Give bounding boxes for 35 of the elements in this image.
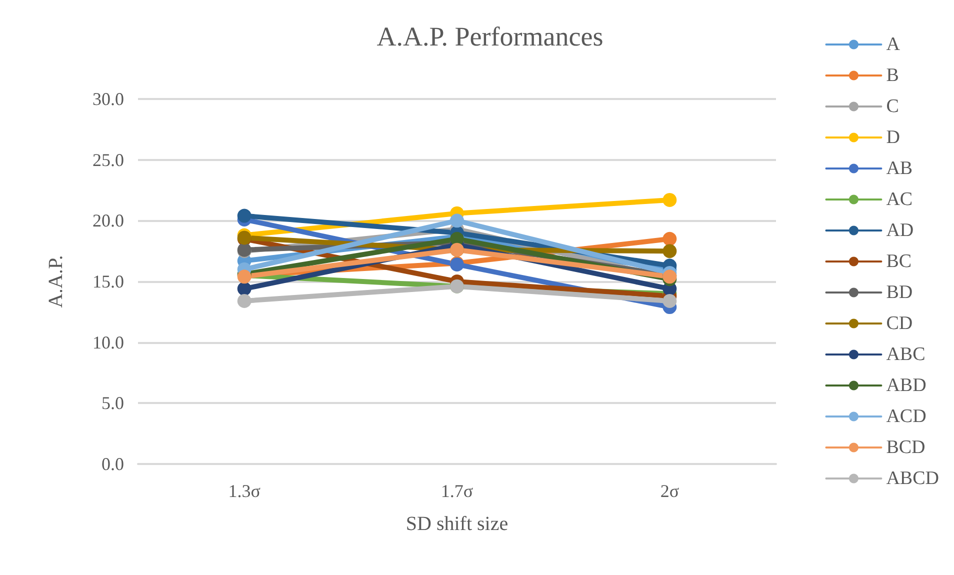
legend-label: ABCD <box>886 468 940 489</box>
legend-label: BD <box>886 282 913 303</box>
legend-label: ABC <box>886 344 926 365</box>
legend-label: B <box>886 65 899 86</box>
legend-label: D <box>886 127 900 148</box>
legend-label: CD <box>886 313 913 334</box>
point <box>662 244 677 258</box>
x-tick-label: 1.3σ <box>228 481 261 501</box>
legend-label: ABD <box>886 375 926 396</box>
legend-label: AC <box>886 189 913 210</box>
point <box>662 192 677 207</box>
legend-label: BCD <box>886 437 926 458</box>
point <box>662 294 677 308</box>
x-axis-title: SD shift size <box>406 513 508 535</box>
legend-label: ACD <box>886 406 926 427</box>
legend-label: AD <box>886 220 914 241</box>
legend-label: AB <box>886 158 913 179</box>
y-tick-label: 0.0 <box>102 454 124 474</box>
point <box>450 214 464 228</box>
y-tick-label: 15.0 <box>92 272 124 292</box>
x-tick-label: 2σ <box>660 481 680 501</box>
legend-label: BC <box>886 251 912 272</box>
x-tick-label: 1.7σ <box>440 481 474 501</box>
y-tick-label: 20.0 <box>92 210 124 231</box>
y-tick-label: 10.0 <box>92 332 124 352</box>
point <box>662 232 677 246</box>
y-tick-label: 30.0 <box>92 89 124 109</box>
y-axis-title: A.A.P. <box>45 255 67 308</box>
point <box>237 294 252 308</box>
y-tick-label: 25.0 <box>92 150 124 170</box>
legend-label: C <box>886 96 899 117</box>
y-tick-label: 5.0 <box>102 393 124 414</box>
legend-label: A <box>886 34 900 55</box>
point <box>237 208 252 223</box>
chart-title: A.A.P. Performances <box>376 22 604 52</box>
